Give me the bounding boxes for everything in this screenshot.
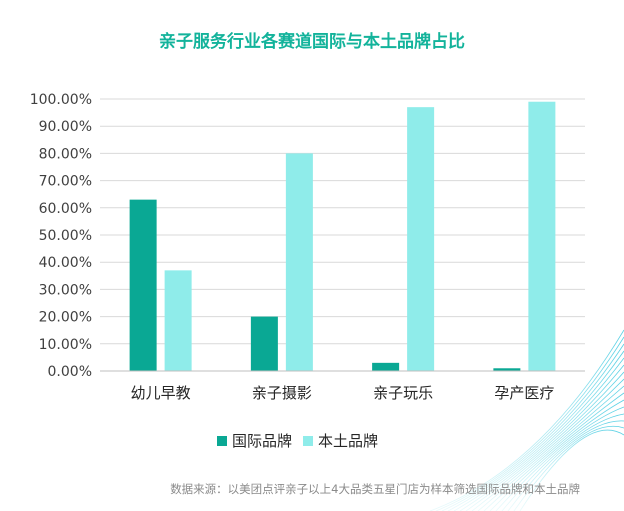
y-tick-label: 10.00% [39,337,92,353]
legend-label: 国际品牌 [232,432,292,450]
decorative-line [495,406,624,511]
chart-title: 亲子服务行业各赛道国际与本土品牌占比 [159,32,465,52]
bar-international [250,316,278,371]
legend-swatch [217,436,227,446]
y-tick-label: 20.00% [39,310,92,326]
x-category-label: 亲子玩乐 [373,384,433,402]
bar-domestic [407,107,435,371]
decorative-line [435,336,624,511]
y-tick-label: 70.00% [39,174,92,190]
decorative-line [459,364,624,511]
y-tick-label: 30.00% [39,282,92,298]
source-note: 数据来源：以美团点评亲子以上4大品类五星门店为样本筛选国际品牌和本土品牌 [170,482,580,496]
legend: 国际品牌 本土品牌 [217,432,378,450]
decorative-line [477,385,624,511]
bars [129,101,556,371]
y-tick-label: 60.00% [39,201,92,217]
decorative-line [483,392,624,511]
x-axis-labels: 幼儿早教 亲子摄影 亲子玩乐 孕产医疗 [131,384,555,402]
bar-international [493,368,521,371]
decorative-line [519,429,624,511]
y-tick-label: 40.00% [39,255,92,271]
decorative-line [429,329,624,511]
bar-domestic [528,101,556,371]
bar-domestic [164,270,192,371]
bar-domestic [285,153,313,371]
y-axis-ticks: 0.00% 10.00% 20.00% 30.00% 40.00% 50.00% 60.00… [30,92,92,380]
legend-label: 本土品牌 [318,432,378,450]
decorative-line [501,413,624,511]
decorative-wave-lines [429,329,624,511]
decorative-line [453,357,624,511]
decorative-line [465,371,624,511]
decorative-line [441,343,624,511]
x-category-label: 孕产医疗 [494,384,554,402]
bar-international [129,199,157,371]
y-tick-label: 80.00% [39,146,92,162]
x-category-label: 幼儿早教 [131,384,191,402]
decorative-line [489,399,624,511]
decorative-line [513,425,624,511]
bar-international [372,362,400,371]
y-tick-label: 50.00% [39,228,92,244]
y-tick-label: 100.00% [30,92,92,108]
decorative-line [471,378,624,511]
y-tick-label: 90.00% [39,119,92,135]
y-tick-label: 0.00% [48,364,92,380]
x-category-label: 亲子摄影 [252,384,312,402]
decorative-line [507,420,624,511]
legend-swatch [303,436,313,446]
decorative-line [447,350,624,511]
